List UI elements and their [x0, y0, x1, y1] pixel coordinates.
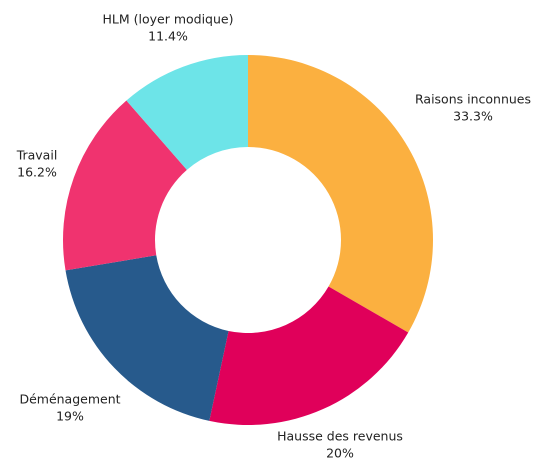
donut-slice	[126, 55, 248, 170]
slice-label: Déménagement	[19, 392, 120, 407]
donut-slice	[65, 255, 229, 421]
slice-value-label: 33.3%	[453, 109, 493, 124]
donut-slice	[62, 100, 187, 271]
slice-value-label: 20%	[326, 446, 354, 461]
donut-slice	[248, 55, 433, 333]
slice-label: Travail	[16, 148, 58, 163]
slice-label: Raisons inconnues	[415, 92, 531, 107]
donut-slice	[209, 286, 409, 425]
slice-label: HLM (loyer modique)	[103, 12, 234, 27]
slice-label: Hausse des revenus	[277, 429, 403, 444]
slice-value-label: 16.2%	[17, 165, 57, 180]
slice-value-label: 11.4%	[148, 29, 188, 44]
slice-value-label: 19%	[56, 409, 84, 424]
